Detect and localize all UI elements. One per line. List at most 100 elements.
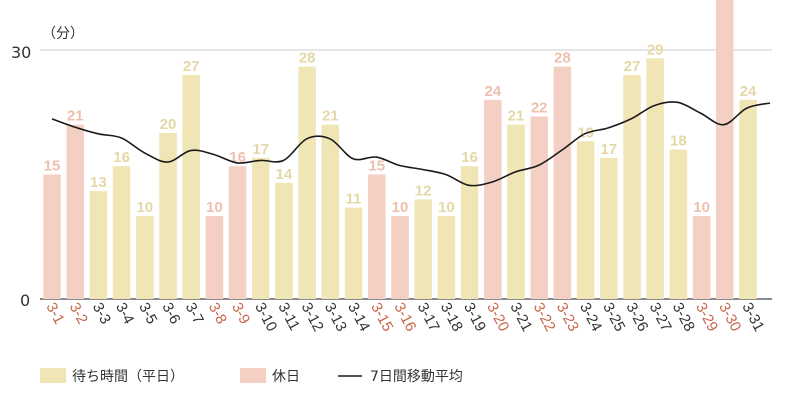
y-tick-30: 30 [11,43,31,62]
x-tick-label-3-15: 3-15 [367,300,396,334]
value-label-3-12: 28 [299,50,316,67]
bar-3-6 [159,133,177,299]
bar-3-11 [275,182,293,299]
x-tick-label-3-21: 3-21 [506,300,535,334]
legend-label-weekday: 待ち時間（平日） [72,369,184,385]
x-tick-label-3-27: 3-27 [646,300,675,334]
value-label-3-2: 21 [67,108,84,125]
y-unit-label: （分） [42,26,84,42]
bar-3-23 [553,66,572,299]
x-tick-label-3-30: 3-30 [715,300,744,334]
bar-3-22 [530,116,548,300]
value-label-3-27: 29 [647,41,664,58]
x-tick-label-3-22: 3-22 [530,300,559,334]
x-tick-label-3-5: 3-5 [135,300,160,327]
bar-3-4 [112,166,131,299]
x-tick-label-3-6: 3-6 [158,300,183,327]
x-tick-label-3-4: 3-4 [112,300,137,327]
x-tick-label-3-8: 3-8 [205,300,230,327]
x-tick-label-3-23: 3-23 [553,300,582,334]
bar-3-8 [205,216,224,299]
bar-3-25 [600,157,618,299]
value-label-3-28: 18 [670,133,687,150]
bar-3-26 [623,74,641,300]
bar-3-24 [576,141,595,299]
bar-3-28 [669,149,688,299]
bar-3-29 [692,216,711,299]
x-tick-label-3-25: 3-25 [599,300,628,334]
x-tick-label-3-11: 3-11 [274,300,303,334]
x-tick-label-3-14: 3-14 [344,300,373,334]
x-tick-label-3-20: 3-20 [483,300,512,334]
x-tick-label-3-10: 3-10 [251,300,280,334]
bar-layer: 15 3-1 21 3-2 13 3-3 16 3-4 10 3-5 20 3-6 27 3-7 10 3-8… [42,0,768,334]
bar-3-31 [739,99,757,299]
value-label-3-25: 17 [600,141,617,158]
legend: 待ち時間（平日） 休日 7日間移動平均 [40,368,463,385]
x-tick-label-3-31: 3-31 [738,300,767,334]
value-label-3-8: 10 [206,199,223,216]
bar-3-10 [252,157,270,299]
x-tick-label-3-16: 3-16 [390,300,419,334]
bar-3-17 [414,199,432,299]
bar-3-16 [391,216,409,299]
bar-3-15 [368,174,386,299]
x-tick-label-3-26: 3-26 [622,300,651,334]
legend-label-holiday: 休日 [272,369,300,385]
value-label-3-21: 21 [508,108,525,125]
value-label-3-11: 14 [276,166,293,183]
value-label-3-26: 27 [624,58,641,75]
bar-3-12 [298,66,316,299]
x-tick-label-3-17: 3-17 [414,300,443,334]
value-label-3-19: 16 [461,149,478,166]
x-tick-label-3-9: 3-9 [228,300,253,327]
moving-average-line [51,101,771,187]
value-label-3-6: 20 [160,116,177,133]
x-tick-label-3-1: 3-1 [42,300,67,327]
x-tick-label-3-13: 3-13 [321,300,350,334]
bar-3-21 [507,124,525,299]
legend-swatch-weekday [40,368,66,383]
x-tick-label-3-7: 3-7 [182,300,207,327]
value-label-3-17: 12 [415,182,432,199]
x-tick-label-3-29: 3-29 [692,300,721,334]
bar-3-30 [716,0,734,299]
bar-3-18 [437,216,456,299]
value-label-3-18: 10 [438,199,455,216]
value-label-3-5: 10 [136,199,153,216]
line-layer [51,101,771,187]
axis-layer: （分） 30 0 [11,26,84,310]
y-tick-0: 0 [20,291,30,310]
value-label-3-3: 13 [90,174,107,191]
bar-3-3 [89,191,108,299]
x-tick-label-3-3: 3-3 [89,300,114,327]
x-tick-label-3-24: 3-24 [576,300,605,334]
x-tick-label-3-12: 3-12 [298,300,327,334]
value-label-3-29: 10 [693,199,710,216]
x-tick-label-3-18: 3-18 [437,300,466,334]
value-label-3-16: 10 [392,199,409,216]
bar-3-1 [43,174,61,299]
x-tick-label-3-2: 3-2 [66,300,91,327]
value-label-3-7: 27 [183,58,200,75]
value-label-3-20: 24 [484,83,501,100]
value-label-3-31: 24 [740,83,757,100]
bar-3-19 [460,166,479,299]
value-label-3-10: 17 [252,141,269,158]
bar-3-27 [646,58,664,299]
value-label-3-14: 11 [346,191,362,208]
legend-swatch-holiday [240,368,266,383]
bar-3-7 [182,74,200,300]
bar-3-20 [484,99,502,299]
x-tick-label-3-19: 3-19 [460,300,489,334]
value-label-3-13: 21 [322,108,339,125]
bar-3-13 [321,124,340,299]
value-label-3-4: 16 [113,149,130,166]
value-label-3-1: 15 [44,158,61,175]
value-label-3-22: 22 [531,99,548,116]
bar-3-5 [136,216,154,299]
legend-label-moving-average: 7日間移動平均 [370,369,463,385]
value-label-3-15: 15 [368,158,385,175]
